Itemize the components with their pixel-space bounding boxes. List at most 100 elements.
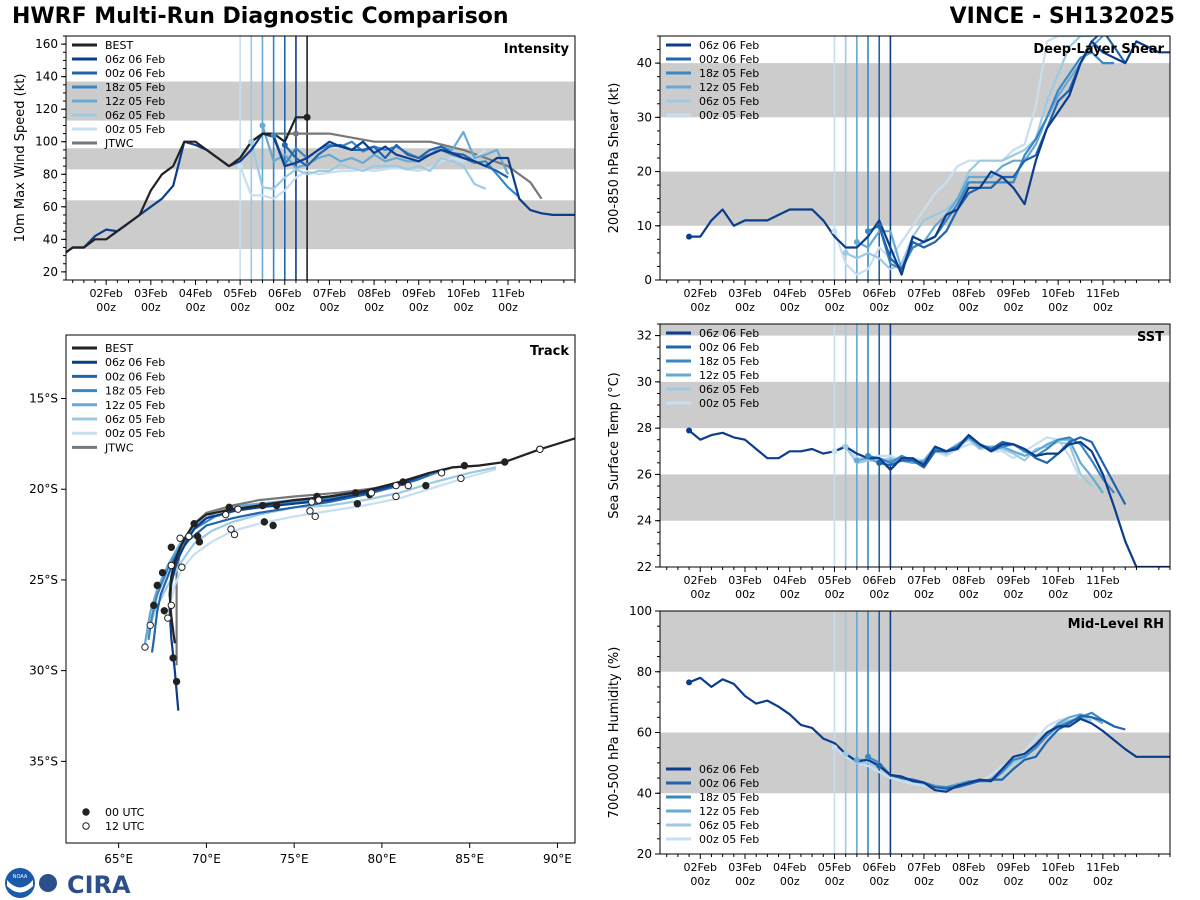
track-marker-00utc (195, 538, 204, 546)
track-xtick-label: 75°E (280, 852, 309, 866)
sst-ytick-label: 28 (637, 421, 652, 435)
track-marker-12utc (167, 561, 176, 570)
shear-xtick-hour: 00z (1004, 301, 1024, 314)
intensity-xtick-date: 08Feb (357, 287, 390, 300)
rh-ylabel: 700-500 hPa Humidity (%) (607, 647, 622, 819)
track-legend-12utc-marker (82, 822, 90, 830)
shear-legend-label: 18z 05 Feb (699, 67, 759, 80)
track-marker-12utc (392, 481, 400, 490)
rh-xtick-date: 08Feb (952, 861, 985, 874)
shear-xtick-hour: 00z (690, 301, 710, 314)
intensity-band (66, 81, 575, 121)
shear-xtick-hour: 00z (825, 301, 845, 314)
track-marker-00utc (272, 501, 281, 510)
sst-xtick-hour: 00z (914, 588, 934, 601)
sst-xtick-date: 09Feb (997, 574, 1030, 587)
track-ytick-label: 20°S (29, 482, 58, 496)
storm-title: VINCE - SH132025 (949, 4, 1175, 29)
sst-xtick-date: 10Feb (1041, 574, 1074, 587)
intensity-xtick-date: 02Feb (89, 287, 122, 300)
track-panel: 65°E 70°E 75°E 80°E 85°E 90°E 15°S 20°S 25°S 30°S… (29, 334, 576, 866)
shear-ytick-label: 10 (637, 219, 652, 233)
rh-xtick-date: 04Feb (773, 861, 806, 874)
sst-xtick-date: 11Feb (1086, 574, 1119, 587)
track-ytick-label: 35°S (29, 754, 58, 768)
shear-xtick-date: 11Feb (1086, 287, 1119, 300)
track-marker-12utc (392, 492, 400, 501)
shear-xtick-date: 05Feb (818, 287, 851, 300)
track-marker-00utc (351, 489, 360, 497)
intensity-legend-label: 18z 05 Feb (105, 81, 165, 94)
rh-ytick-label: 20 (637, 847, 652, 861)
sst-xtick-date: 05Feb (818, 574, 851, 587)
track-marker-00utc (160, 607, 168, 615)
rh-xtick-hour: 00z (959, 875, 979, 888)
track-xtick-label: 80°E (368, 852, 397, 866)
rh-xtick-hour: 00z (1048, 875, 1068, 888)
track-marker-12utc (227, 525, 235, 533)
rh-xtick-hour: 00z (690, 875, 710, 888)
sst-plot-area (660, 324, 1170, 567)
sst-ylabel: Sea Surface Temp (°C) (607, 372, 622, 519)
track-marker-00utc (422, 481, 430, 490)
intensity-series-best (66, 116, 308, 254)
sst-ytick-label: 26 (637, 467, 652, 481)
shear-init-marker (865, 228, 872, 235)
track-xtick-label: 65°E (104, 852, 133, 866)
shear-legend-label: 12z 05 Feb (699, 81, 759, 94)
track-marker-12utc (146, 621, 154, 629)
sst-xtick-hour: 00z (869, 588, 889, 601)
sst-xtick-hour: 00z (780, 588, 800, 601)
sst-init-marker (842, 443, 849, 450)
rh-xtick-date: 10Feb (1041, 861, 1074, 874)
rh-init-marker (831, 744, 838, 751)
rh-xtick-hour: 00z (869, 875, 889, 888)
rh-xtick-hour: 00z (914, 875, 934, 888)
rh-title: Mid-Level RH (1068, 617, 1164, 632)
sst-band (660, 474, 1170, 521)
track-marker-12utc (306, 507, 314, 515)
shear-xtick-hour: 00z (780, 301, 800, 314)
intensity-legend-label: 06z 05 Feb (105, 109, 165, 122)
intensity-xtick-hour: 00z (320, 301, 340, 314)
intensity-ytick-label: 20 (43, 265, 58, 279)
rh-panel: 2040608010002Feb00z03Feb00z04Feb00z05Feb… (607, 604, 1171, 888)
track-marker-00utc (399, 478, 407, 486)
shear-band (660, 63, 1170, 118)
intensity-ytick-label: 120 (35, 102, 58, 116)
intensity-xtick-date: 03Feb (134, 287, 167, 300)
cira-logo-text: CIRA (67, 871, 131, 899)
sst-xtick-date: 03Feb (728, 574, 761, 587)
intensity-ytick-label: 80 (43, 167, 58, 181)
track-marker-00utc (172, 677, 181, 686)
track-marker-00utc (353, 500, 362, 508)
intensity-band (66, 200, 575, 250)
sst-title: SST (1137, 330, 1164, 345)
sst-xtick-hour: 00z (1004, 588, 1024, 601)
rh-legend-label: 18z 05 Feb (699, 791, 759, 804)
track-marker-12utc (185, 532, 193, 541)
track-marker-00utc (460, 461, 469, 470)
rh-xtick-date: 06Feb (862, 861, 895, 874)
shear-xtick-hour: 00z (1093, 301, 1113, 314)
sst-xtick-date: 07Feb (907, 574, 940, 587)
track-marker-12utc (222, 510, 230, 519)
shear-series-12z-05-feb (856, 36, 1104, 271)
rh-xtick-hour: 00z (1093, 875, 1113, 888)
sst-series-00z-06-feb (878, 434, 1127, 506)
track-marker-12utc (311, 512, 319, 521)
rh-legend-label: 00z 05 Feb (699, 833, 759, 846)
rh-init-marker (686, 679, 693, 686)
intensity-init-marker (270, 132, 277, 139)
rh-xtick-date: 03Feb (728, 861, 761, 874)
intensity-legend-label: 00z 06 Feb (105, 67, 165, 80)
track-plot-area (141, 437, 575, 711)
track-marker-12utc (234, 505, 242, 513)
intensity-legend-label: 06z 06 Feb (105, 53, 165, 66)
track-title: Track (530, 344, 569, 359)
rh-xtick-date: 11Feb (1086, 861, 1119, 874)
intensity-xtick-hour: 00z (498, 301, 518, 314)
rh-init-marker (842, 750, 849, 757)
track-marker-12utc (178, 563, 186, 571)
